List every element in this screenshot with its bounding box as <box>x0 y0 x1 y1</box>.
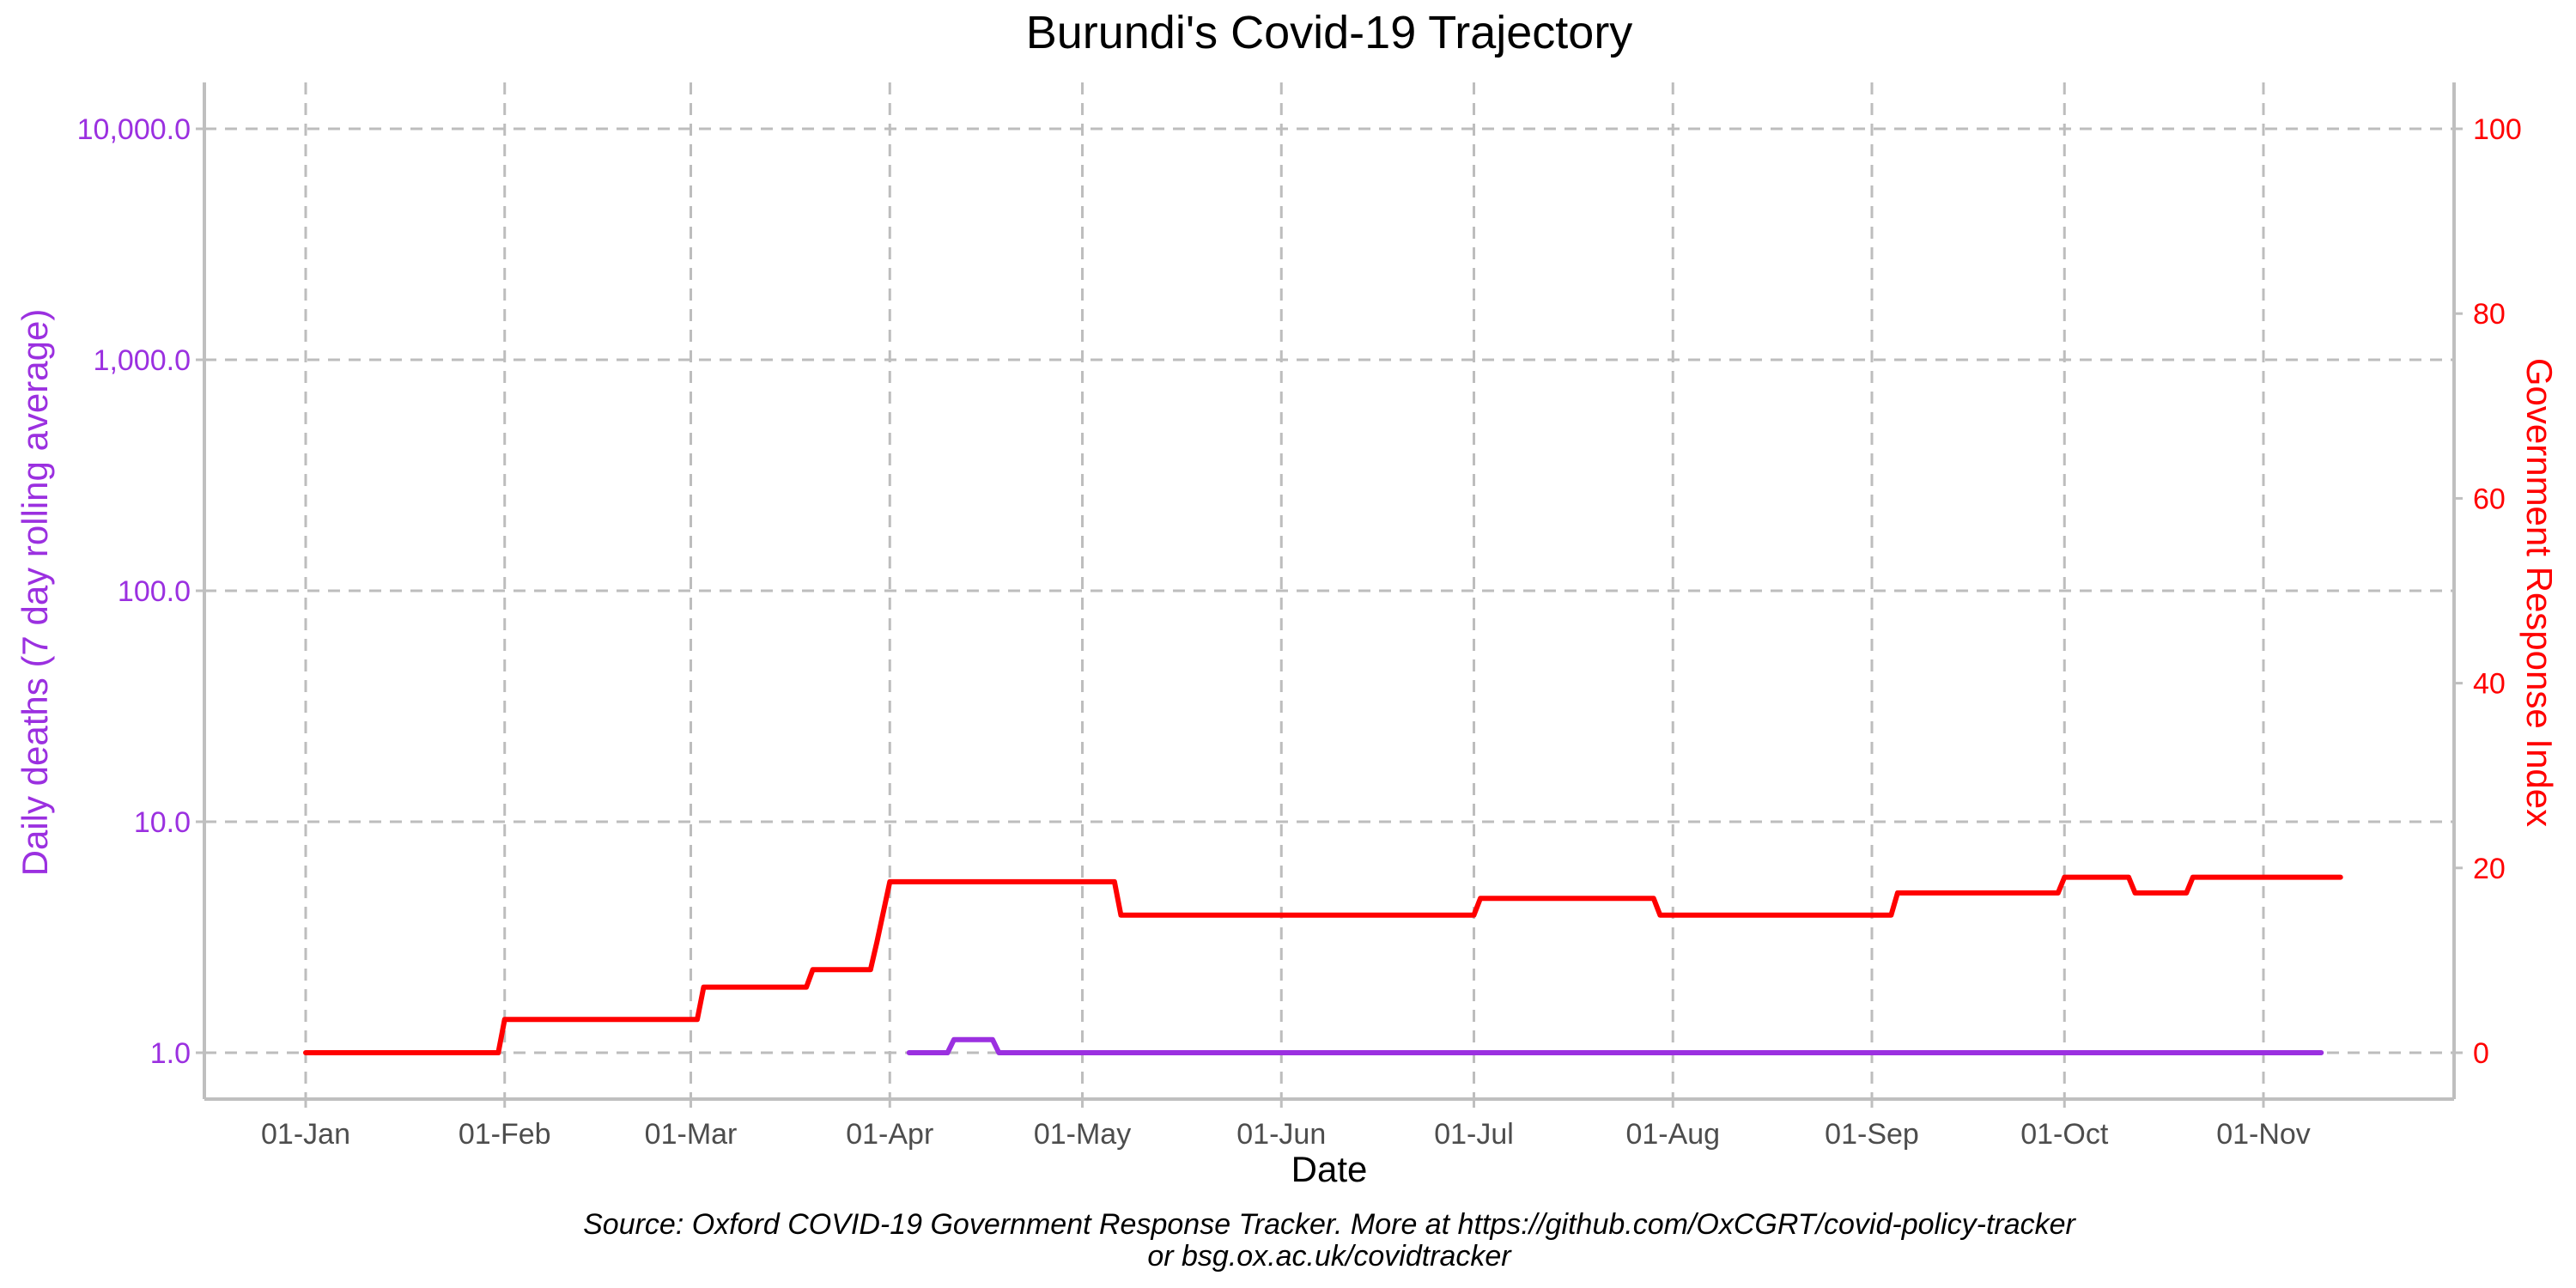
y-right-tick-label: 80 <box>2473 298 2506 331</box>
y-left-tick-label: 1.0 <box>150 1037 191 1070</box>
y-left-tick-label: 10,000.0 <box>77 113 191 146</box>
y-left-tick-label: 1,000.0 <box>94 344 191 377</box>
x-axis-title: Date <box>1291 1149 1368 1189</box>
y-right-tick-label: 60 <box>2473 483 2506 515</box>
grid-lines <box>204 82 2454 1099</box>
x-tick-label: 01-Apr <box>846 1118 933 1151</box>
y-left-tick-label: 100.0 <box>118 575 191 608</box>
x-tick-label: 01-Oct <box>2020 1118 2109 1151</box>
source-caption-line2: or bsg.ox.ac.uk/covidtracker <box>1147 1240 1512 1273</box>
source-caption-line1: Source: Oxford COVID-19 Government Respo… <box>583 1208 2076 1241</box>
x-tick-label: 01-Feb <box>459 1118 551 1151</box>
y-right-tick-label: 0 <box>2473 1037 2489 1070</box>
y-right-tick-label: 100 <box>2473 113 2522 146</box>
x-tick-label: 01-Jun <box>1236 1118 1326 1151</box>
x-tick-label: 01-Sep <box>1825 1118 1919 1151</box>
government-response-index-line <box>303 874 2343 1055</box>
x-tick-label: 01-Jul <box>1434 1118 1514 1151</box>
daily-deaths-line <box>906 1036 2324 1055</box>
x-tick-label: 01-May <box>1034 1118 1131 1151</box>
series-layer <box>303 874 2343 1055</box>
tick-labels: 1.0 10.0 100.0 1,000.0 10,000.0 0 20 40 60 80 100 0… <box>77 113 2522 1151</box>
y-axis-left-title: Daily deaths (7 day rolling average) <box>15 309 55 877</box>
y-axis-right-title: Government Response Index <box>2519 358 2560 827</box>
y-right-tick-label: 20 <box>2473 853 2506 885</box>
x-tick-label: 01-Mar <box>645 1118 738 1151</box>
x-tick-label: 01-Jan <box>261 1118 350 1151</box>
y-right-tick-label: 40 <box>2473 668 2506 701</box>
y-left-tick-label: 10.0 <box>134 806 191 839</box>
x-tick-label: 01-Nov <box>2216 1118 2311 1151</box>
axes <box>196 82 2463 1108</box>
chart-title: Burundi's Covid-19 Trajectory <box>1026 7 1633 58</box>
x-tick-label: 01-Aug <box>1625 1118 1720 1151</box>
